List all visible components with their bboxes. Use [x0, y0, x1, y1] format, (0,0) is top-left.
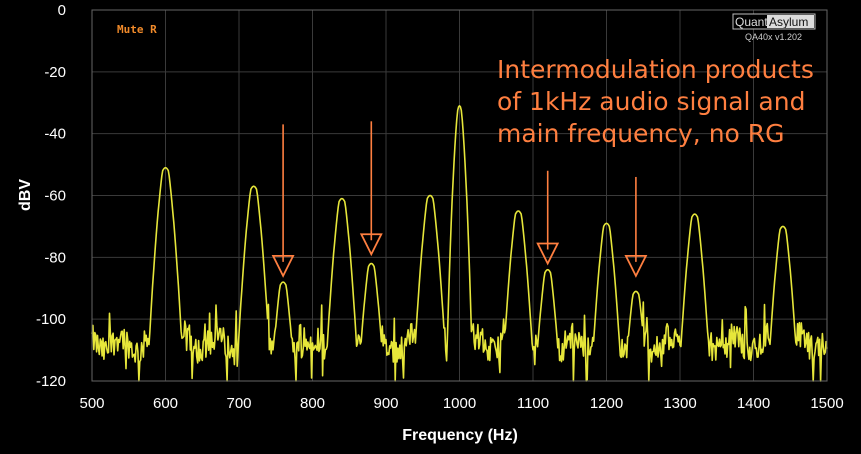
mute-status-label: Mute R	[117, 23, 157, 36]
annotation-line-1: Intermodulation products	[497, 55, 814, 84]
x-tick-label: 1300	[663, 395, 696, 412]
annotation-arrow	[536, 170, 560, 266]
x-tick-label: 700	[226, 395, 251, 412]
y-tick-label: -60	[44, 188, 66, 205]
annotation-arrow	[624, 176, 648, 278]
x-tick-label: 900	[373, 395, 398, 412]
y-tick-labels: 0 -20 -40 -60 -80 -100 -120	[36, 2, 66, 390]
x-tick-label: 1100	[517, 395, 549, 412]
plot-frame	[91, 9, 828, 382]
y-tick-label: -20	[44, 64, 66, 81]
x-tick-label: 1500	[810, 395, 843, 412]
x-tick-label: 500	[79, 395, 104, 412]
x-tick-label: 1400	[737, 395, 770, 412]
x-tick-label: 800	[300, 395, 325, 412]
annotation-arrow	[359, 121, 383, 257]
annotation-arrow	[271, 124, 295, 278]
y-axis-title: dBV	[17, 179, 34, 211]
x-tick-label: 1200	[590, 395, 623, 412]
annotation-arrows	[271, 121, 648, 278]
y-tick-label: -100	[36, 311, 66, 328]
x-tick-label: 1000	[443, 395, 476, 412]
y-tick-label: -80	[44, 249, 66, 266]
brand-logo: Quant Asylum QA40x v1.202	[732, 13, 816, 42]
x-tick-label: 600	[153, 395, 178, 412]
annotation-line-3: main frequency, no RG	[497, 119, 785, 148]
x-tick-labels: 500 600 700 800 900 1000 1100 1200 1300 1400 1500	[79, 395, 843, 412]
logo-part-1: Quant	[735, 15, 768, 29]
y-tick-label: -40	[44, 126, 66, 143]
x-axis-title: Frequency (Hz)	[402, 427, 518, 444]
y-tick-label: -120	[36, 373, 66, 390]
logo-part-2: Asylum	[769, 15, 808, 29]
y-tick-label: 0	[58, 2, 66, 19]
version-label: QA40x v1.202	[745, 32, 802, 42]
spectrum-trace	[91, 105, 828, 382]
annotation-line-2: of 1kHz audio signal and	[497, 87, 805, 116]
